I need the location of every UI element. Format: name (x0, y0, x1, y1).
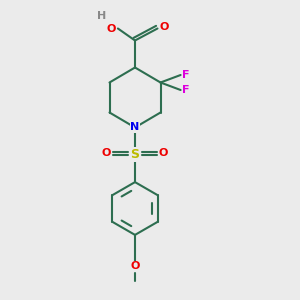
Text: S: S (130, 148, 140, 161)
Text: O: O (106, 23, 116, 34)
Text: O: O (159, 148, 168, 158)
Text: H: H (98, 11, 106, 22)
Text: F: F (182, 70, 190, 80)
Text: N: N (130, 122, 140, 133)
Text: O: O (102, 148, 111, 158)
Text: O: O (159, 22, 169, 32)
Text: F: F (182, 85, 190, 95)
Text: O: O (130, 261, 140, 272)
